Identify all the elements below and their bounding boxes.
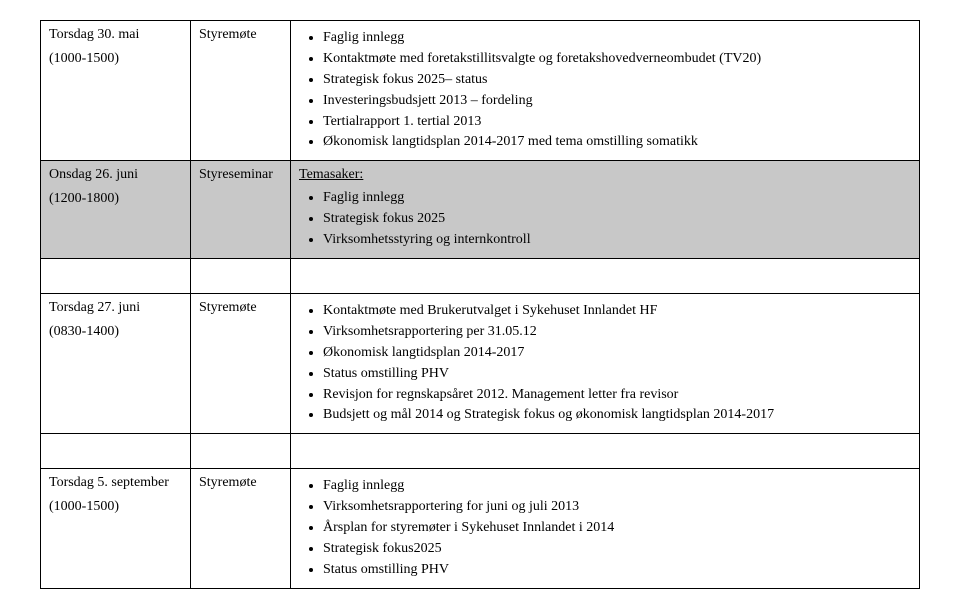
bullet-list: Faglig innlegg Kontaktmøte med foretakst… — [299, 29, 911, 152]
time-text: (1000-1500) — [49, 51, 182, 67]
table-row: Torsdag 5. september (1000-1500) Styremø… — [41, 469, 920, 588]
time-text: (0830-1400) — [49, 324, 182, 340]
date-cell: Torsdag 27. juni (0830-1400) — [41, 294, 191, 434]
list-item: Investeringsbudsjett 2013 – fordeling — [323, 92, 911, 111]
date-cell: Torsdag 30. mai (1000-1500) — [41, 21, 191, 161]
list-item: Revisjon for regnskapsåret 2012. Managem… — [323, 386, 911, 405]
list-item: Virksomhetsrapportering for juni og juli… — [323, 498, 911, 517]
type-cell: Styremøte — [191, 294, 291, 434]
list-item: Faglig innlegg — [323, 29, 911, 48]
type-cell: Styremøte — [191, 21, 291, 161]
list-item: Faglig innlegg — [323, 477, 911, 496]
table-row: Torsdag 27. juni (0830-1400) Styremøte K… — [41, 294, 920, 434]
list-item: Årsplan for styremøter i Sykehuset Innla… — [323, 519, 911, 538]
date-cell: Onsdag 26. juni (1200-1800) — [41, 161, 191, 259]
date-text: Torsdag 30. mai — [49, 27, 182, 43]
list-item: Strategisk fokus 2025 — [323, 210, 911, 229]
section-label: Temasaker: — [299, 167, 363, 183]
list-item: Status omstilling PHV — [323, 561, 911, 580]
schedule-table: Torsdag 30. mai (1000-1500) Styremøte Fa… — [40, 20, 920, 589]
list-item: Virksomhetsrapportering per 31.05.12 — [323, 323, 911, 342]
content-cell: Faglig innlegg Kontaktmøte med foretakst… — [291, 21, 920, 161]
content-cell: Temasaker: Faglig innlegg Strategisk fok… — [291, 161, 920, 259]
table-row: Onsdag 26. juni (1200-1800) Styreseminar… — [41, 161, 920, 259]
time-text: (1200-1800) — [49, 191, 182, 207]
list-item: Økonomisk langtidsplan 2014-2017 — [323, 344, 911, 363]
list-item: Kontaktmøte med Brukerutvalget i Sykehus… — [323, 302, 911, 321]
list-item: Kontaktmøte med foretakstillitsvalgte og… — [323, 50, 911, 69]
date-text: Onsdag 26. juni — [49, 167, 182, 183]
bullet-list: Kontaktmøte med Brukerutvalget i Sykehus… — [299, 302, 911, 425]
type-cell: Styremøte — [191, 469, 291, 588]
date-text: Torsdag 27. juni — [49, 300, 182, 316]
list-item: Strategisk fokus 2025– status — [323, 71, 911, 90]
time-text: (1000-1500) — [49, 499, 182, 515]
list-item: Tertialrapport 1. tertial 2013 — [323, 113, 911, 132]
type-cell: Styreseminar — [191, 161, 291, 259]
list-item: Status omstilling PHV — [323, 365, 911, 384]
list-item: Budsjett og mål 2014 og Strategisk fokus… — [323, 406, 911, 425]
content-cell: Faglig innlegg Virksomhetsrapportering f… — [291, 469, 920, 588]
gap-row — [41, 259, 920, 294]
content-cell: Kontaktmøte med Brukerutvalget i Sykehus… — [291, 294, 920, 434]
bullet-list: Faglig innlegg Virksomhetsrapportering f… — [299, 477, 911, 579]
date-cell: Torsdag 5. september (1000-1500) — [41, 469, 191, 588]
bullet-list: Faglig innlegg Strategisk fokus 2025 Vir… — [299, 189, 911, 250]
gap-row — [41, 434, 920, 469]
list-item: Økonomisk langtidsplan 2014-2017 med tem… — [323, 133, 911, 152]
list-item: Faglig innlegg — [323, 189, 911, 208]
list-item: Virksomhetsstyring og internkontroll — [323, 231, 911, 250]
date-text: Torsdag 5. september — [49, 475, 182, 491]
table-row: Torsdag 30. mai (1000-1500) Styremøte Fa… — [41, 21, 920, 161]
list-item: Strategisk fokus2025 — [323, 540, 911, 559]
